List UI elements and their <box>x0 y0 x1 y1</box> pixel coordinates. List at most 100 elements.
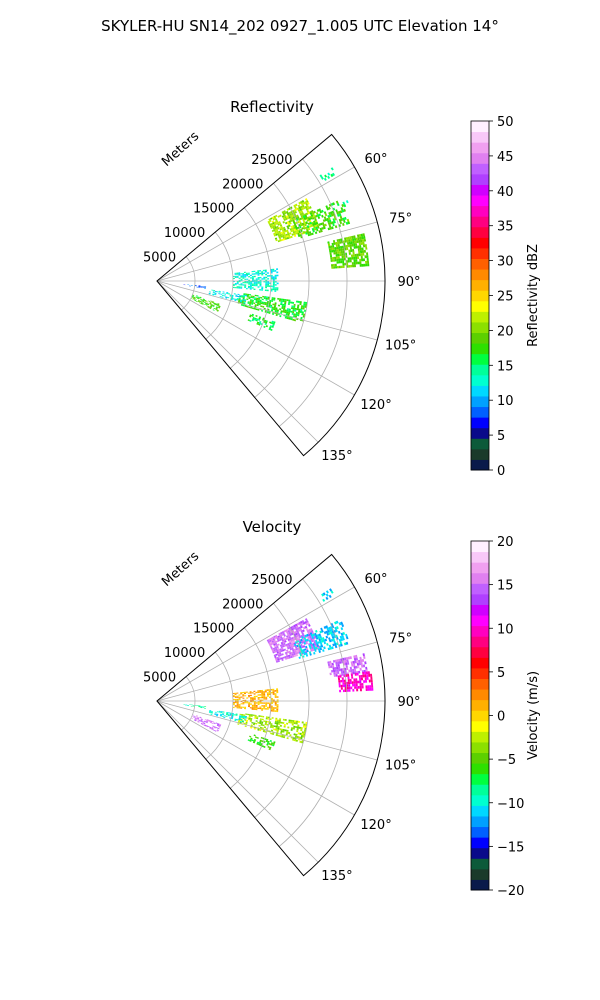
echo-gate <box>286 636 290 640</box>
echo-gate <box>358 659 361 663</box>
echo-gate <box>272 651 275 654</box>
echo-gate <box>276 310 279 313</box>
echo-gate <box>274 650 277 653</box>
echo-gate <box>281 658 284 661</box>
echo-gate <box>313 647 316 650</box>
echo-gate <box>268 218 271 221</box>
echo-gate <box>298 635 302 639</box>
echo-gate <box>354 240 357 244</box>
echo-gate <box>287 232 290 236</box>
echo-gate <box>340 679 343 683</box>
echo-gate <box>248 306 251 309</box>
echo-gate <box>275 239 278 242</box>
colorbar-swatch <box>471 657 489 669</box>
echo-gate <box>296 726 300 729</box>
echo-gate <box>260 722 263 725</box>
echo-gate <box>254 717 257 719</box>
echo-gate <box>337 256 340 259</box>
echo-gate <box>334 256 337 260</box>
echo-gate <box>253 704 256 707</box>
echo-gate <box>281 227 284 230</box>
echo-gate <box>240 286 243 288</box>
echo-gate <box>311 227 315 231</box>
echo-gate <box>288 224 291 227</box>
echo-gate <box>276 271 279 274</box>
echo-gate <box>270 285 273 288</box>
colorbar-tick-label: 30 <box>497 255 514 270</box>
echo-gate <box>361 683 364 686</box>
echo-gate <box>206 719 209 721</box>
echo-gate <box>298 308 301 311</box>
echo-gate <box>280 731 283 734</box>
echo-gate <box>215 304 218 306</box>
echo-gate <box>302 218 305 222</box>
echo-gate <box>253 722 256 725</box>
echo-gate <box>349 681 352 685</box>
echo-gate <box>236 273 239 275</box>
echo-gate <box>277 647 280 650</box>
echo-gate <box>242 720 245 722</box>
echo-gate <box>335 254 338 257</box>
echo-gate <box>294 626 297 630</box>
echo-gate <box>272 642 275 645</box>
echo-gate <box>195 716 198 718</box>
echo-gate <box>369 685 372 688</box>
echo-gate <box>255 271 258 274</box>
echo-gate <box>288 636 291 639</box>
echo-gate <box>301 313 304 316</box>
echo-gate <box>276 651 279 654</box>
echo-gate <box>300 625 303 629</box>
echo-gate <box>359 261 362 265</box>
echo-gate <box>265 705 268 707</box>
echo-gate <box>356 253 359 257</box>
echo-gate <box>336 246 339 250</box>
echo-gate <box>263 692 266 694</box>
echo-gate <box>273 225 277 228</box>
echo-gate <box>216 306 219 308</box>
echo-gate <box>276 707 279 709</box>
echo-gate <box>365 666 368 670</box>
echo-gate <box>360 662 363 665</box>
echo-gate <box>282 303 285 306</box>
echo-gate <box>261 709 264 711</box>
echo-gate <box>329 211 333 215</box>
echo-gate <box>275 233 278 236</box>
echo-gate <box>315 214 318 218</box>
echo-gate <box>195 296 198 298</box>
echo-gate <box>267 745 270 748</box>
echo-gate <box>245 713 248 715</box>
echo-gate <box>322 224 326 227</box>
echo-gate <box>301 204 305 208</box>
colorbar-swatch <box>471 343 489 355</box>
echo-gate <box>238 705 241 707</box>
echo-gate <box>240 278 243 280</box>
echo-gate <box>258 303 261 306</box>
echo-gate <box>287 647 290 650</box>
echo-gate <box>200 299 203 301</box>
echo-gate <box>274 232 278 235</box>
echo-gate <box>296 306 300 309</box>
echo-gate <box>345 633 348 637</box>
echo-gate <box>249 739 252 742</box>
echo-gate <box>279 222 282 226</box>
echo-gate <box>282 656 285 659</box>
colorbar-swatch <box>471 646 489 658</box>
echo-gate <box>303 648 307 651</box>
echo-gate <box>329 631 333 635</box>
echo-gate <box>265 696 268 699</box>
echo-gate <box>265 720 268 723</box>
reflectivity-title: Reflectivity <box>230 98 314 116</box>
echo-gate <box>214 293 217 295</box>
echo-gate <box>355 245 358 249</box>
echo-gate <box>296 300 299 303</box>
echo-gate <box>288 317 291 320</box>
echo-gate <box>200 286 203 287</box>
echo-gate <box>198 705 201 707</box>
echo-gate <box>342 684 345 688</box>
colorbar-swatch <box>471 794 489 806</box>
echo-gate <box>348 686 351 690</box>
echo-gate <box>265 702 268 704</box>
echo-gate <box>322 637 325 640</box>
echo-gate <box>286 235 289 238</box>
